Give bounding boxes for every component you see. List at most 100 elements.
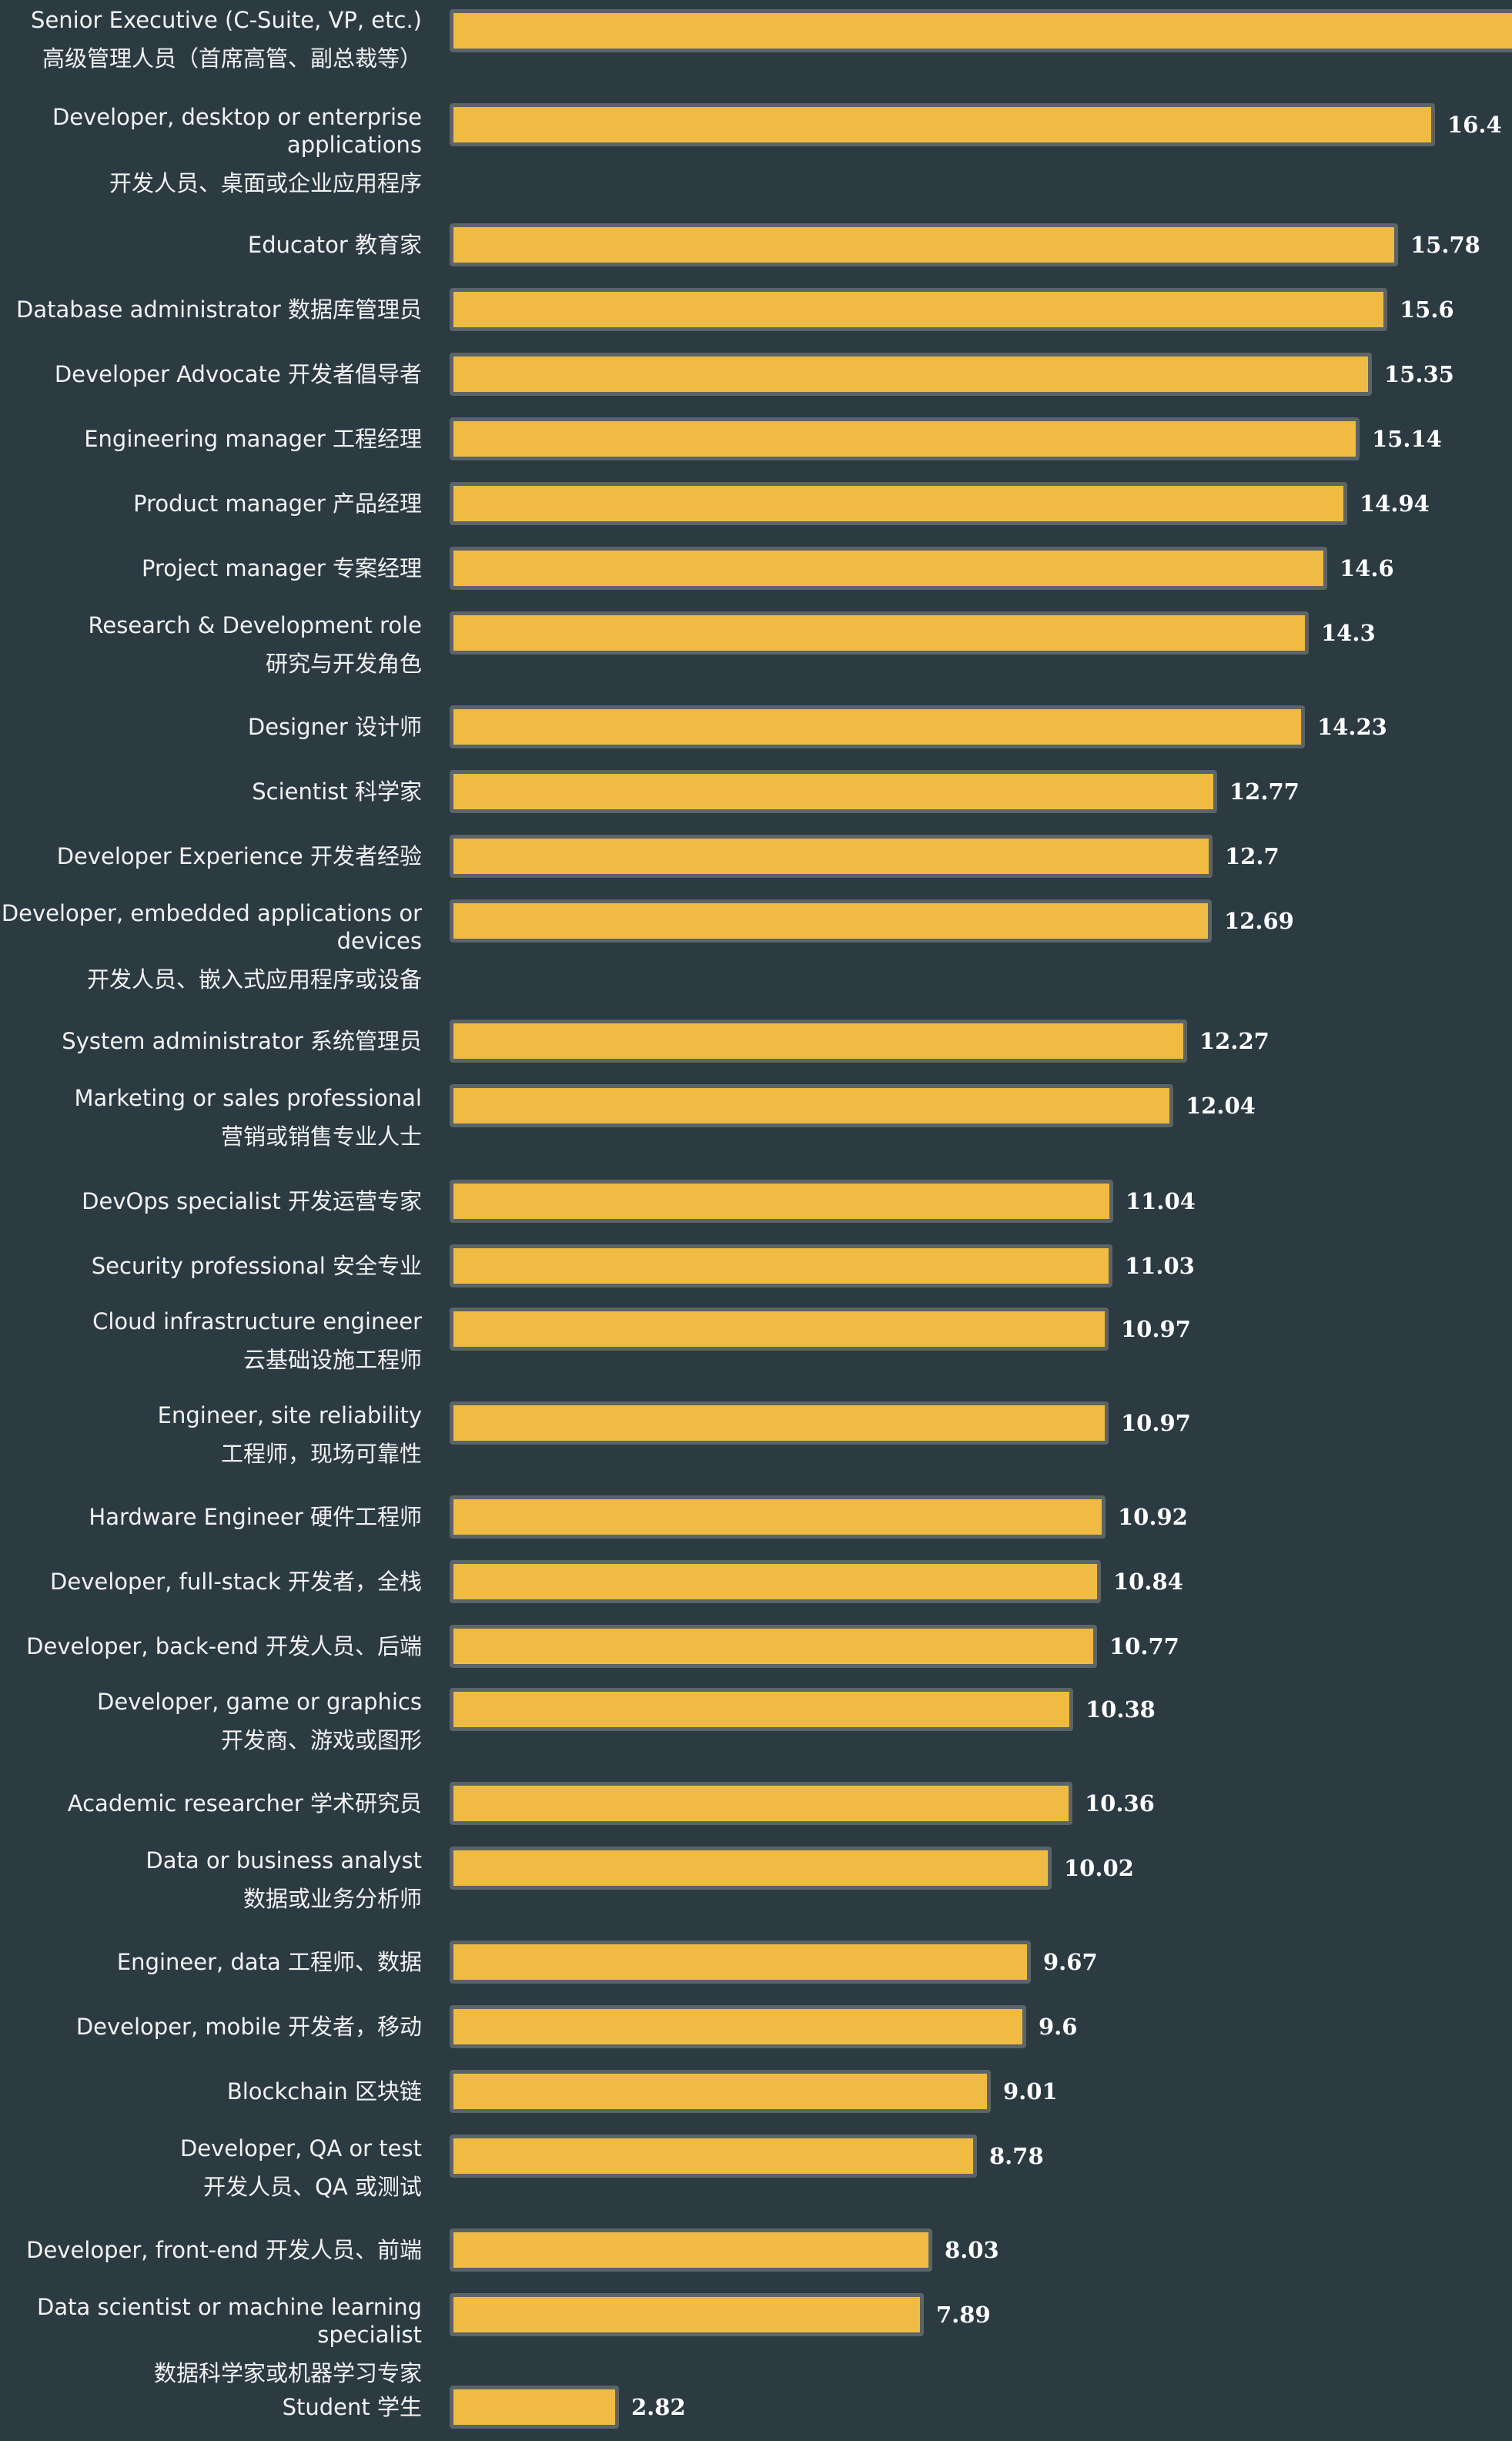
category-label-chinese: 营销或销售专业人士 [220,1123,422,1150]
value-label: 10.84 [1113,1569,1183,1595]
bar [450,1244,1112,1287]
category-label: Marketing or sales professional 营销或销售专业人士 [0,1084,422,1150]
bar [450,547,1327,590]
category-label: Blockchain 区块链 [0,2078,422,2105]
category-label-chinese: 数据或业务分析师 [243,1886,422,1912]
category-label-english: Developer, mobile 开发者，移动 [75,2014,422,2040]
category-label-english: Senior Executive (C-Suite, VP, etc.) [31,7,422,33]
bar [450,9,1512,52]
category-label-english: Developer, front-end 开发人员、前端 [26,2237,422,2263]
category-label: Security professional 安全专业 [0,1252,422,1280]
category-label-english: Hardware Engineer 硬件工程师 [89,1504,422,1530]
value-label: 9.01 [1003,2078,1058,2104]
category-label-english: Educator 教育家 [247,232,422,258]
bar [450,1782,1072,1825]
bar [450,2293,924,2336]
category-label-english: Data or business analyst [146,1847,422,1873]
bar [450,353,1372,396]
category-label: Engineering manager 工程经理 [0,425,422,453]
category-label-english: Developer, back-end 开发人员、后端 [26,1633,422,1659]
value-label: 12.69 [1224,908,1294,934]
value-label: 10.97 [1121,1410,1191,1436]
category-label-english: Database administrator 数据库管理员 [16,296,422,323]
category-label-chinese: 开发人员、嵌入式应用程序或设备 [86,966,422,993]
value-label: 15.35 [1384,361,1454,387]
bar [450,288,1387,331]
bar [450,899,1212,943]
category-label: Academic researcher 学术研究员 [0,1790,422,1817]
category-label: Data or business analyst 数据或业务分析师 [0,1847,422,1913]
category-label-chinese: 开发商、游戏或图形 [220,1727,422,1753]
category-label-english: Scientist 科学家 [252,779,422,805]
bar [450,1180,1113,1223]
category-label: Developer, game or graphics 开发商、游戏或图形 [0,1688,422,1754]
value-label: 15.78 [1410,232,1480,258]
category-label: Student 学生 [0,2393,422,2421]
category-label-english: Engineering manager 工程经理 [84,426,422,452]
category-label: DevOps specialist 开发运营专家 [0,1187,422,1215]
value-label: 12.7 [1225,843,1280,869]
value-label: 11.03 [1125,1253,1195,1279]
bar [450,1560,1101,1603]
category-label-english: Developer, QA or test [179,2135,422,2161]
category-label-chinese: 开发人员、桌面或企业应用程序 [109,170,422,196]
bar [450,2135,977,2178]
category-label-english: System administrator 系统管理员 [62,1028,422,1054]
bar [450,417,1360,460]
category-label-english: Developer, game or graphics [97,1689,422,1715]
category-label: Developer, front-end 开发人员、前端 [0,2236,422,2264]
category-label: Research & Development role 研究与开发角色 [0,611,422,678]
bar [450,1625,1097,1668]
value-label: 12.27 [1199,1028,1269,1054]
value-label: 14.23 [1317,714,1387,740]
value-label: 9.6 [1039,2014,1078,2040]
value-label: 16.4 [1447,112,1502,138]
value-label: 10.36 [1085,1790,1155,1817]
category-label: Engineer, data 工程师、数据 [0,1948,422,1976]
category-label-chinese: 高级管理人员（首席高管、副总裁等） [42,45,422,72]
category-label: Developer, desktop or enterprise applica… [0,103,422,197]
category-label: Developer, back-end 开发人员、后端 [0,1632,422,1660]
bar [450,1495,1106,1539]
value-label: 15.6 [1400,296,1454,323]
value-label: 9.67 [1043,1949,1098,1975]
bar [450,1688,1073,1731]
category-label: Developer, mobile 开发者，移动 [0,2013,422,2041]
value-label: 12.77 [1229,779,1300,805]
category-label-english: DevOps specialist 开发运营专家 [82,1188,422,1214]
category-label: System administrator 系统管理员 [0,1027,422,1055]
value-label: 14.3 [1321,620,1376,646]
category-label: Product manager 产品经理 [0,490,422,517]
bar [450,2070,991,2113]
category-label-english: Academic researcher 学术研究员 [67,1790,422,1817]
value-label: 10.92 [1118,1504,1188,1530]
category-label-english: Cloud infrastructure engineer [92,1308,422,1334]
category-label: Developer, full-stack 开发者，全栈 [0,1568,422,1596]
value-label: 12.04 [1186,1093,1256,1119]
category-label: Project manager 专案经理 [0,554,422,582]
category-label: Educator 教育家 [0,231,422,259]
category-label: Hardware Engineer 硬件工程师 [0,1503,422,1531]
category-label-chinese: 数据科学家或机器学习专家 [153,2360,422,2386]
category-label-english: Designer 设计师 [247,714,422,740]
value-label: 2.82 [631,2394,686,2420]
category-label-english: Blockchain 区块链 [226,2078,422,2104]
category-label: Developer Advocate 开发者倡导者 [0,360,422,388]
value-label: 14.6 [1340,555,1394,581]
bar [450,835,1213,878]
category-label: Developer, embedded applications or devi… [0,899,422,993]
category-label-english: Developer, embedded applications or devi… [1,900,422,954]
category-label-english: Developer, desktop or enterprise applica… [52,104,422,158]
category-label-english: Research & Development role [88,612,422,638]
value-label: 7.89 [936,2302,991,2328]
value-label: 8.03 [945,2237,999,2263]
value-label: 8.78 [989,2143,1044,2169]
category-label-english: Project manager 专案经理 [141,555,422,581]
value-label: 11.04 [1126,1188,1196,1214]
category-label: Scientist 科学家 [0,778,422,805]
category-label: Senior Executive (C-Suite, VP, etc.) 高级管理… [0,6,422,72]
category-label-chinese: 工程师，现场可靠性 [220,1441,422,1467]
bar [450,2386,619,2429]
category-label-english: Developer, full-stack 开发者，全栈 [50,1569,422,1595]
